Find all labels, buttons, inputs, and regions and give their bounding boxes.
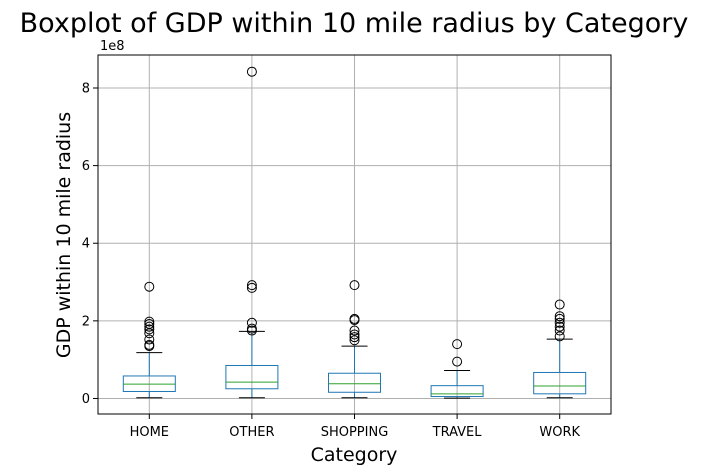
y-tick-label: 4 — [82, 237, 90, 252]
outlier-point — [349, 332, 360, 343]
outlier-point — [554, 317, 565, 328]
y-tick-label: 8 — [82, 81, 90, 96]
x-tick-label: WORK — [539, 425, 580, 440]
outlier-point — [452, 339, 463, 350]
x-tick-label: TRAVEL — [432, 425, 483, 440]
box — [430, 385, 484, 398]
outlier-point — [554, 299, 565, 310]
outlier-point — [246, 317, 257, 328]
box-group-home — [122, 281, 176, 399]
outlier-point — [246, 66, 257, 77]
box-group-work — [533, 299, 587, 399]
y-offset-label: 1e8 — [100, 39, 125, 54]
x-tick-label: SHOPPING — [321, 425, 389, 440]
outlier-point — [349, 325, 360, 336]
outlier-point — [144, 281, 155, 292]
outlier-point — [144, 321, 155, 332]
outlier-point — [144, 334, 155, 345]
outlier-point — [349, 335, 360, 346]
box — [225, 364, 279, 390]
outlier-point — [246, 280, 257, 291]
outlier-point — [349, 280, 360, 291]
outlier-point — [554, 311, 565, 322]
outlier-point — [452, 356, 463, 367]
outlier-point — [554, 321, 565, 332]
outlier-point — [554, 325, 565, 336]
box-group-shopping — [328, 280, 381, 399]
plot-area — [122, 66, 587, 399]
outlier-point — [246, 323, 257, 334]
outlier-point — [246, 282, 257, 293]
outlier-point — [554, 331, 565, 342]
box-group-other — [225, 66, 279, 399]
box — [533, 371, 587, 395]
x-tick-label: OTHER — [229, 425, 274, 440]
box-group-travel — [430, 339, 484, 399]
x-tick-label: HOME — [130, 425, 169, 440]
chart-title: Boxplot of GDP within 10 mile radius by … — [20, 8, 689, 39]
outlier-point — [144, 339, 155, 350]
outlier-point — [144, 316, 155, 327]
y-tick-label: 2 — [82, 314, 90, 329]
axes: 0 2 4 6 8 HOME OTHER SHOPPING TRAVEL WORK — [82, 81, 581, 440]
outlier-point — [144, 324, 155, 335]
y-axis-label: GDP within 10 mile radius — [53, 112, 75, 358]
outlier-point — [349, 313, 360, 324]
y-tick-label: 6 — [82, 159, 90, 174]
y-tick-label: 0 — [82, 392, 90, 407]
outlier-point — [554, 313, 565, 324]
box — [328, 372, 381, 393]
outlier-point — [349, 329, 360, 340]
outlier-point — [144, 318, 155, 329]
x-axis-label: Category — [311, 444, 398, 466]
